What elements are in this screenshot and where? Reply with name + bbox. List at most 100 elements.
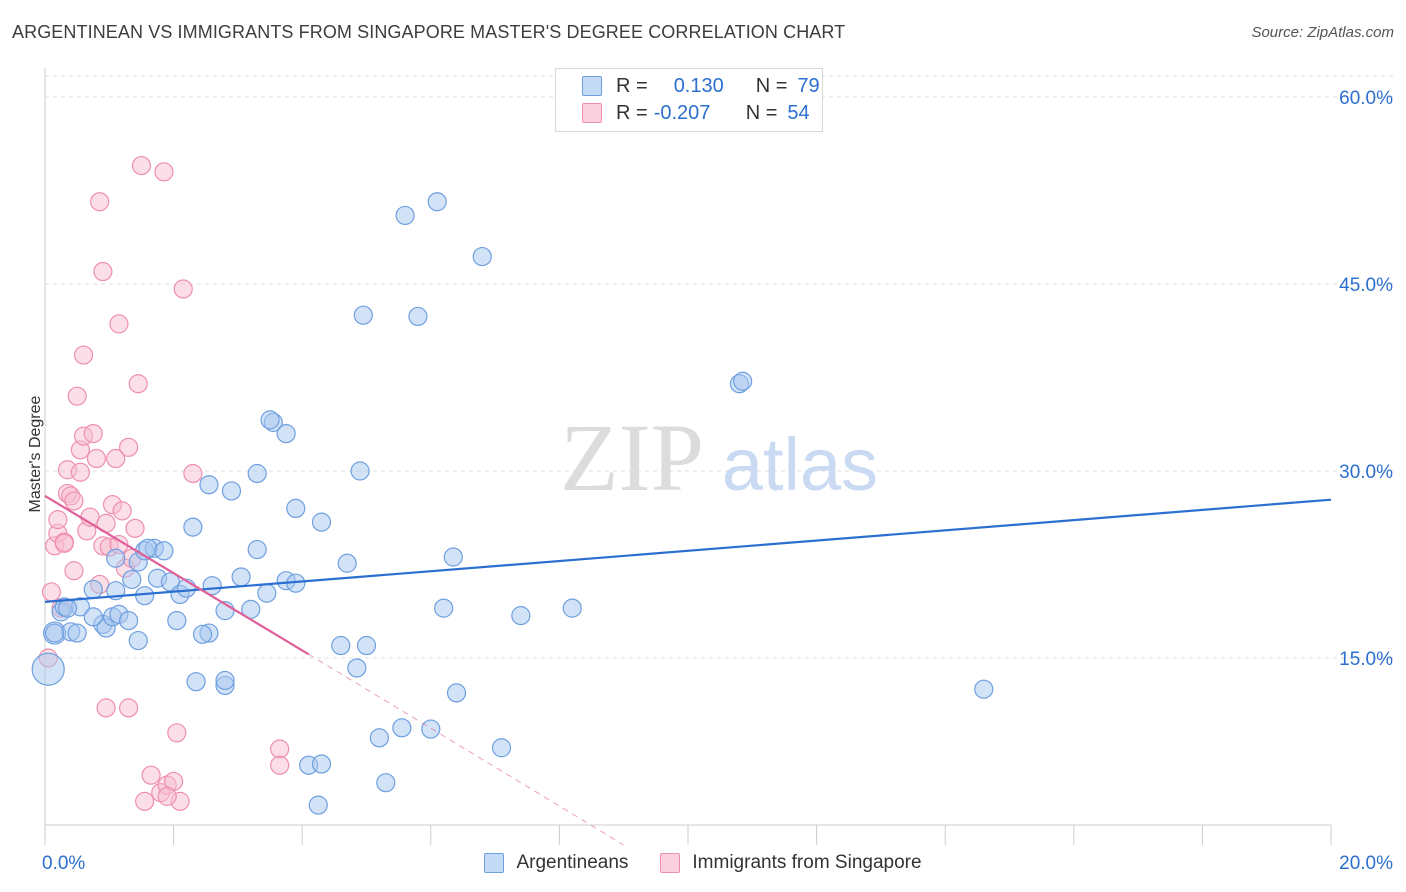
bottom-legend-label-argentineans: Argentineans [516,852,629,873]
watermark-atlas: atlas [722,423,878,506]
data-point-argentineans [408,306,428,327]
data-point-singapore [73,345,94,365]
data-point-argentineans [511,606,531,626]
data-point-singapore [270,755,290,775]
data-point-argentineans [106,548,126,568]
data-point-singapore [70,462,90,482]
series-argentineans [31,192,994,815]
data-point-singapore [109,314,129,334]
data-point-singapore [96,698,116,718]
data-point-singapore [64,491,84,511]
legend-r-value: -0.207 [653,101,711,124]
data-point-argentineans [247,463,267,484]
data-point-singapore [157,786,177,806]
data-point-argentineans [257,583,277,603]
data-point-argentineans [202,576,222,596]
legend-n-value: 54 [787,101,810,124]
trend-line-argentineans [44,498,1332,603]
y-tick-label: 45.0% [1339,275,1393,296]
data-point-argentineans [45,623,65,643]
data-point-argentineans [276,424,296,444]
data-point-argentineans [186,672,206,692]
y-tick-label: 60.0% [1339,88,1393,109]
data-point-singapore [173,279,193,299]
data-point-argentineans [192,624,213,644]
bottom-legend: Argentineans Immigrants from Singapore [0,852,1406,874]
watermark: ZIP atlas [560,404,878,511]
data-point-argentineans [83,579,103,600]
legend-n-label: N = [755,74,788,97]
data-point-singapore [131,155,152,176]
data-point-singapore [128,374,148,394]
legend-n-value: 79 [797,74,820,97]
data-point-argentineans [562,598,582,618]
data-point-argentineans [154,541,174,561]
data-point-argentineans [231,567,251,587]
data-point-argentineans [472,246,492,267]
data-point-argentineans [733,371,753,391]
watermark-zip: ZIP [560,404,704,511]
data-point-argentineans [135,586,155,606]
data-point-argentineans [356,635,377,656]
legend-row-singapore: R = -0.207 N = 54 [582,100,810,126]
data-point-argentineans [331,635,351,656]
data-point-singapore [86,448,107,469]
data-point-argentineans [434,598,454,618]
data-point-singapore [112,501,132,521]
data-point-argentineans [308,795,328,815]
data-point-singapore [125,518,145,538]
data-point-argentineans [118,610,139,631]
trend-line-singapore [44,494,310,656]
data-point-singapore [118,698,139,718]
data-point-singapore [183,463,203,484]
bottom-legend-swatch-pink [660,853,681,873]
data-point-argentineans [311,754,332,774]
data-point-argentineans [421,719,441,739]
y-tick-label: 15.0% [1339,649,1393,670]
chart-source: Source: ZipAtlas.com [1251,24,1394,41]
bottom-legend-singapore: Immigrants from Singapore [660,852,922,874]
y-tick-label: 30.0% [1339,462,1393,483]
bottom-legend-label-singapore: Immigrants from Singapore [692,852,922,873]
data-point-argentineans [369,728,389,748]
x-tick-label: 0.0% [42,853,85,874]
data-point-argentineans [446,683,467,703]
data-point-argentineans [83,607,103,627]
data-point-argentineans [491,738,512,758]
legend-r-value: 0.130 [673,74,724,97]
data-point-argentineans [376,773,396,793]
data-point-argentineans [337,553,357,573]
data-point-argentineans [286,498,306,518]
legend-swatch-pink [582,103,602,123]
legend-swatch-blue [582,76,602,96]
data-point-singapore [270,739,290,759]
data-point-argentineans [974,679,994,699]
data-point-argentineans [67,623,87,643]
data-point-singapore [90,192,110,212]
data-point-singapore [67,386,87,406]
legend-n-label: N = [745,101,778,124]
data-point-singapore [48,510,68,530]
data-point-singapore [93,261,113,282]
data-point-singapore [135,791,155,811]
data-point-argentineans [353,305,373,325]
data-point-argentineans [347,658,367,678]
data-point-singapore [54,533,74,553]
data-point-singapore [64,561,84,581]
data-point-singapore [83,424,103,444]
data-point-argentineans [128,630,148,651]
bottom-legend-argentineans: Argentineans [484,852,628,874]
data-point-argentineans [183,517,203,537]
data-point-argentineans [247,539,267,560]
data-point-argentineans [31,652,65,686]
data-point-argentineans [311,512,332,532]
data-point-singapore [106,448,126,469]
data-point-argentineans [57,598,78,618]
trend-lines [44,494,1332,846]
data-point-singapore [154,162,174,182]
data-point-singapore [141,765,161,785]
x-tick-label: 20.0% [1339,853,1393,874]
data-point-argentineans [199,475,219,495]
tick-labels: 15.0% 30.0% 45.0% 60.0% 0.0% 20.0% [42,88,1393,874]
legend-r-label: R = [616,101,648,124]
